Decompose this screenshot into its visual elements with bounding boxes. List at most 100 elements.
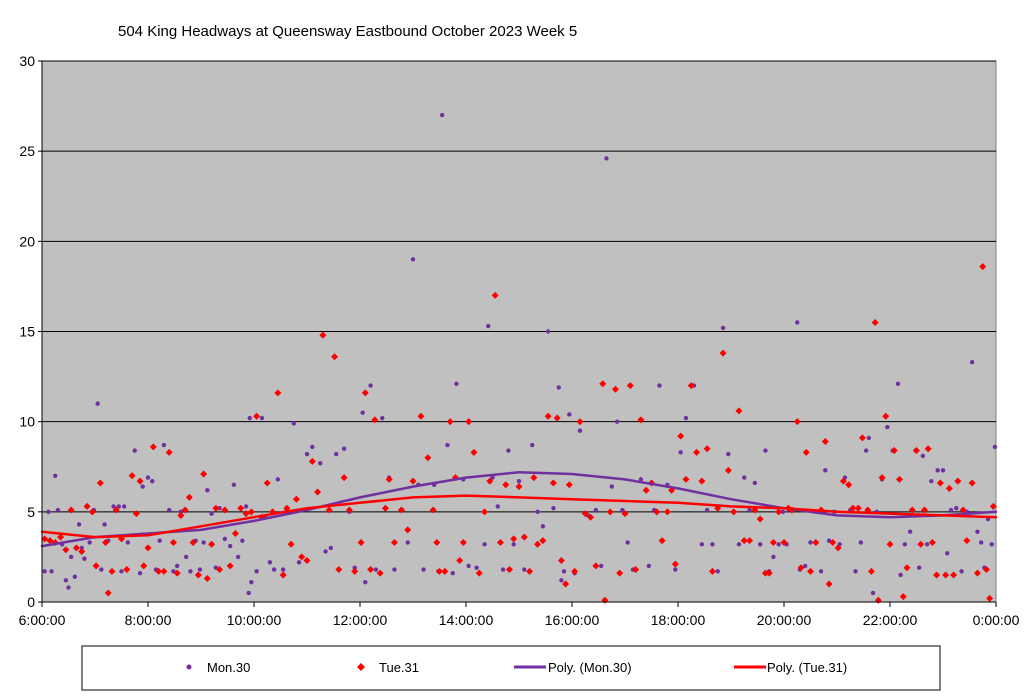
data-point-mon30	[959, 569, 964, 574]
legend-marker-mon30	[186, 664, 192, 670]
data-point-mon30	[715, 569, 720, 574]
data-point-tue31	[708, 567, 716, 575]
data-point-mon30	[948, 507, 954, 513]
data-point-tue31	[730, 508, 738, 516]
data-point-tue31	[221, 506, 229, 514]
y-tick-label: 5	[27, 504, 35, 520]
data-point-mon30	[907, 529, 913, 534]
data-point-tue31	[520, 533, 528, 541]
data-point-tue31	[247, 508, 255, 516]
data-point-mon30	[657, 383, 662, 388]
data-point-mon30	[188, 569, 193, 574]
data-point-tue31	[433, 538, 441, 546]
data-point-tue31	[746, 537, 754, 545]
data-point-tue31	[441, 567, 449, 575]
data-point-tue31	[825, 580, 833, 588]
data-point-tue31	[376, 569, 384, 577]
data-point-tue31	[303, 557, 311, 565]
data-point-mon30	[174, 563, 180, 569]
data-point-tue31	[587, 513, 595, 521]
data-point-tue31	[155, 567, 163, 575]
data-point-mon30	[95, 401, 100, 406]
data-point-mon30	[940, 468, 946, 473]
data-point-tue31	[123, 566, 131, 574]
data-point-mon30	[975, 529, 980, 534]
data-point-tue31	[703, 445, 711, 453]
data-point-tue31	[632, 566, 640, 574]
data-point-tue31	[724, 466, 732, 474]
data-point-tue31	[913, 447, 920, 455]
data-point-tue31	[549, 479, 557, 487]
data-point-mon30	[72, 574, 78, 579]
data-point-mon30	[545, 329, 551, 334]
data-point-mon30	[352, 565, 357, 570]
data-point-mon30	[486, 323, 491, 329]
data-point-mon30	[296, 560, 302, 565]
data-point-tue31	[963, 537, 971, 545]
data-point-mon30	[145, 475, 151, 480]
data-point-tue31	[481, 508, 489, 516]
data-point-tue31	[486, 477, 494, 485]
data-point-mon30	[866, 435, 871, 441]
data-point-tue31	[429, 506, 437, 514]
data-point-tue31	[357, 538, 365, 546]
data-point-mon30	[742, 475, 747, 480]
data-point-mon30	[380, 415, 385, 421]
data-point-tue31	[92, 562, 100, 570]
y-tick-label: 0	[27, 594, 35, 610]
x-tick-label: 18:00:00	[651, 612, 706, 628]
legend: Mon.30 Tue.31 Poly. (Mon.30) Poly. (Tue.…	[186, 660, 847, 675]
data-point-tue31	[933, 571, 941, 579]
data-point-tue31	[185, 493, 193, 501]
data-point-mon30	[341, 446, 347, 451]
data-point-tue31	[104, 589, 112, 597]
data-point-mon30	[235, 554, 241, 560]
data-point-tue31	[385, 475, 393, 483]
data-point-tue31	[908, 506, 916, 514]
data-point-tue31	[491, 291, 499, 299]
data-point-tue31	[253, 412, 261, 420]
data-point-mon30	[482, 542, 487, 547]
data-point-mon30	[183, 554, 189, 560]
data-point-tue31	[308, 457, 316, 465]
data-point-tue31	[203, 575, 211, 583]
data-point-tue31	[682, 475, 690, 483]
data-point-mon30	[439, 112, 445, 118]
data-point-mon30	[243, 504, 249, 509]
data-point-tue31	[274, 389, 282, 397]
data-point-tue31	[581, 510, 589, 518]
data-point-tue31	[858, 434, 866, 442]
data-point-mon30	[945, 551, 950, 556]
data-point-tue31	[637, 416, 645, 424]
legend-box	[81, 645, 941, 691]
data-point-tue31	[136, 477, 144, 485]
data-point-tue31	[959, 506, 967, 514]
y-tick-label: 30	[19, 53, 35, 69]
x-tick-label: 20:00:00	[757, 612, 812, 628]
data-point-tue31	[263, 479, 271, 487]
data-point-mon30	[474, 565, 479, 570]
data-point-mon30	[42, 569, 47, 574]
data-point-tue31	[57, 533, 65, 541]
legend-label-mon30: Mon.30	[207, 660, 250, 675]
data-point-tue31	[896, 475, 904, 483]
data-point-tue31	[371, 416, 379, 424]
data-point-mon30	[500, 567, 506, 572]
data-point-mon30	[593, 507, 599, 513]
data-point-mon30	[231, 482, 237, 487]
data-point-tue31	[298, 553, 306, 561]
data-point-tue31	[867, 567, 875, 575]
data-point-mon30	[803, 563, 808, 569]
data-point-tue31	[165, 448, 173, 456]
data-point-tue31	[128, 472, 136, 480]
data-point-mon30	[522, 567, 527, 572]
data-point-mon30	[870, 590, 876, 596]
data-point-tue31	[108, 567, 116, 575]
data-point-tue31	[216, 566, 224, 574]
data-point-mon30	[710, 542, 715, 547]
data-point-tue31	[169, 538, 177, 546]
data-point-mon30	[392, 567, 397, 572]
data-point-mon30	[495, 504, 500, 509]
data-point-tue31	[899, 593, 907, 601]
data-point-tue31	[160, 567, 168, 575]
